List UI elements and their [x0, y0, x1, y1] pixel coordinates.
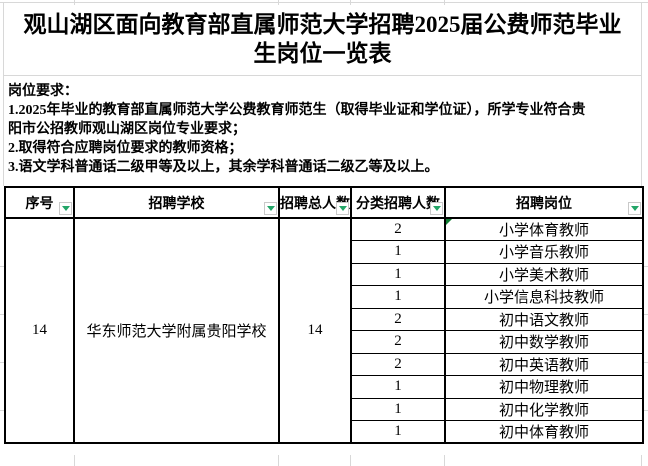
table-row: 1 初中化学教师	[5, 397, 644, 421]
gridline	[644, 410, 648, 411]
gridline	[74, 455, 75, 466]
filter-dropdown-icon	[266, 206, 275, 211]
gridline	[644, 314, 648, 315]
gridline	[278, 455, 279, 466]
page-title-line2: 生岗位一览表	[253, 41, 392, 66]
positions-table: 序号 招聘学校 招聘总人数 分类招聘人数 招聘岗位	[4, 186, 644, 444]
gridline	[0, 2, 648, 3]
gridline	[644, 362, 648, 363]
filter-button-serial[interactable]	[59, 202, 72, 215]
header-total-label: 招聘总人数	[280, 196, 350, 212]
header-serial-label: 序号	[25, 196, 54, 212]
header-school-label: 招聘学校	[148, 196, 205, 212]
requirement-line: 阳市公招教师观山湖区岗位专业要求；	[8, 122, 246, 137]
table-row: 1 初中体育教师	[5, 420, 644, 444]
category-count-cell: 2	[350, 330, 446, 354]
gridline	[0, 410, 4, 411]
header-category-count: 分类招聘人数	[350, 186, 446, 219]
category-count-cell: 2	[350, 217, 446, 241]
gridline	[74, 0, 75, 5]
header-position: 招聘岗位	[444, 186, 644, 219]
requirement-line: 3.语文学科普通话二级甲等及以上，其余学科普通话二级乙等及以上。	[8, 160, 439, 175]
header-total: 招聘总人数	[278, 186, 352, 219]
filter-button-total[interactable]	[336, 202, 349, 215]
requirement-line: 1.2025年毕业的教育部直属师范大学公费教育师范生（取得毕业证和学位证），所学…	[8, 103, 586, 118]
position-cell: 小学美术教师	[444, 262, 644, 286]
gridline	[644, 266, 648, 267]
position-cell: 初中化学教师	[444, 397, 644, 421]
category-count-cell: 1	[350, 285, 446, 309]
category-count-cell: 2	[350, 307, 446, 331]
table-row: 2 初中数学教师	[5, 330, 644, 354]
position-cell: 小学音乐教师	[444, 240, 644, 264]
filter-button-category-count[interactable]	[430, 202, 443, 215]
page-title-line1: 观山湖区面向教育部直属师范大学招聘2025届公费师范毕业	[23, 12, 622, 37]
gridline	[0, 266, 4, 267]
filter-dropdown-icon	[432, 206, 441, 211]
position-cell: 初中体育教师	[444, 420, 644, 444]
gridline	[641, 455, 642, 466]
requirements-heading: 岗位要求：	[8, 84, 78, 99]
filter-dropdown-icon	[61, 206, 70, 211]
filter-button-position[interactable]	[628, 202, 641, 215]
filter-dropdown-icon	[338, 206, 347, 211]
requirements-block: 岗位要求： 1.2025年毕业的教育部直属师范大学公费教育师范生（取得毕业证和学…	[4, 75, 641, 186]
category-count-cell: 1	[350, 375, 446, 399]
gridline	[3, 2, 4, 186]
gridline	[350, 0, 351, 5]
gridline	[3, 75, 641, 76]
header-category-count-label: 分类招聘人数	[356, 196, 440, 212]
header-serial: 序号	[4, 186, 75, 219]
table-row: 1 小学信息科技教师	[5, 285, 644, 309]
gridline	[444, 0, 445, 5]
position-cell: 初中英语教师	[444, 352, 644, 376]
position-label: 小学体育教师	[498, 223, 589, 239]
header-row: 序号 招聘学校 招聘总人数 分类招聘人数 招聘岗位	[4, 186, 644, 219]
filter-button-school[interactable]	[264, 202, 277, 215]
category-count-cell: 1	[350, 262, 446, 286]
gridline	[0, 362, 4, 363]
gridline	[278, 0, 279, 5]
position-cell: 小学体育教师	[444, 217, 644, 241]
category-count-cell: 1	[350, 240, 446, 264]
total-count-cell: 14	[278, 217, 352, 444]
table-row: 1 小学音乐教师	[5, 240, 644, 264]
position-cell: 初中数学教师	[444, 330, 644, 354]
position-cell: 初中语文教师	[444, 307, 644, 331]
school-cell: 华东师范大学附属贵阳学校	[73, 217, 280, 444]
page-title: 观山湖区面向教育部直属师范大学招聘2025届公费师范毕业 生岗位一览表	[4, 3, 641, 75]
category-count-cell: 2	[350, 352, 446, 376]
gridline	[641, 2, 642, 186]
category-count-cell: 1	[350, 397, 446, 421]
serial-cell: 14	[4, 217, 75, 444]
header-position-label: 招聘岗位	[516, 196, 572, 212]
table-row: 14 华东师范大学附属贵阳学校 14 2 小学体育教师	[4, 217, 644, 444]
gridline	[444, 455, 445, 466]
gridline	[0, 314, 4, 315]
requirement-line: 2.取得符合应聘岗位要求的教师资格；	[8, 141, 243, 156]
category-count-cell: 1	[350, 420, 446, 444]
table-row: 1 初中物理教师	[5, 375, 644, 399]
position-cell: 初中物理教师	[444, 375, 644, 399]
cell-corner-indicator-icon	[447, 219, 452, 225]
header-school: 招聘学校	[73, 186, 280, 219]
position-cell: 小学信息科技教师	[444, 285, 644, 309]
filter-dropdown-icon	[630, 206, 639, 211]
gridline	[350, 455, 351, 466]
